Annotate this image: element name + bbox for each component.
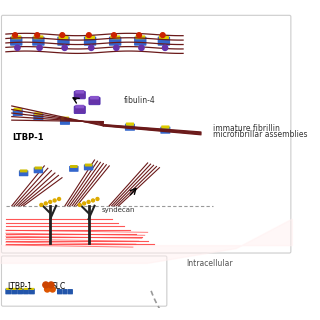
Circle shape xyxy=(137,33,141,37)
Circle shape xyxy=(44,287,50,292)
FancyBboxPatch shape xyxy=(90,96,99,100)
FancyBboxPatch shape xyxy=(70,165,78,168)
FancyBboxPatch shape xyxy=(158,36,170,46)
FancyBboxPatch shape xyxy=(11,288,17,294)
FancyBboxPatch shape xyxy=(61,116,69,120)
Circle shape xyxy=(163,45,168,51)
FancyBboxPatch shape xyxy=(33,113,44,120)
FancyBboxPatch shape xyxy=(85,164,92,166)
FancyBboxPatch shape xyxy=(34,167,43,173)
Circle shape xyxy=(53,199,56,202)
FancyBboxPatch shape xyxy=(32,36,44,46)
FancyBboxPatch shape xyxy=(60,118,70,125)
FancyBboxPatch shape xyxy=(17,288,23,294)
FancyBboxPatch shape xyxy=(85,36,95,39)
Circle shape xyxy=(13,33,17,37)
Circle shape xyxy=(83,202,86,205)
FancyBboxPatch shape xyxy=(13,108,22,111)
FancyBboxPatch shape xyxy=(74,91,85,99)
Circle shape xyxy=(96,197,99,200)
FancyBboxPatch shape xyxy=(62,289,68,294)
FancyBboxPatch shape xyxy=(2,15,291,253)
Circle shape xyxy=(62,45,67,51)
Circle shape xyxy=(92,199,94,202)
Circle shape xyxy=(40,204,43,206)
Circle shape xyxy=(44,202,47,205)
Circle shape xyxy=(37,45,42,51)
FancyBboxPatch shape xyxy=(33,36,44,39)
Circle shape xyxy=(43,282,49,288)
FancyBboxPatch shape xyxy=(68,289,73,294)
FancyBboxPatch shape xyxy=(34,112,43,116)
FancyBboxPatch shape xyxy=(23,288,29,294)
Circle shape xyxy=(89,45,94,51)
FancyBboxPatch shape xyxy=(29,288,35,294)
FancyBboxPatch shape xyxy=(134,36,147,46)
Text: fibulin-4: fibulin-4 xyxy=(124,96,156,106)
Circle shape xyxy=(114,45,119,51)
FancyBboxPatch shape xyxy=(109,36,121,46)
FancyBboxPatch shape xyxy=(18,288,22,290)
Text: LTBP-1: LTBP-1 xyxy=(12,133,44,142)
FancyBboxPatch shape xyxy=(75,90,84,93)
FancyBboxPatch shape xyxy=(89,97,100,105)
Circle shape xyxy=(78,204,81,206)
FancyBboxPatch shape xyxy=(24,288,28,290)
Circle shape xyxy=(112,33,116,37)
Circle shape xyxy=(49,200,52,204)
Text: LTBP-1: LTBP-1 xyxy=(7,283,32,292)
FancyBboxPatch shape xyxy=(125,124,135,131)
Circle shape xyxy=(35,33,40,37)
Text: SLC: SLC xyxy=(52,283,66,292)
Circle shape xyxy=(87,200,90,204)
FancyBboxPatch shape xyxy=(11,36,21,39)
FancyBboxPatch shape xyxy=(57,289,62,294)
FancyBboxPatch shape xyxy=(159,36,169,39)
FancyBboxPatch shape xyxy=(126,123,134,126)
FancyBboxPatch shape xyxy=(84,164,93,170)
FancyBboxPatch shape xyxy=(12,288,17,290)
FancyBboxPatch shape xyxy=(19,170,28,176)
FancyBboxPatch shape xyxy=(74,106,85,114)
Circle shape xyxy=(139,45,144,51)
FancyBboxPatch shape xyxy=(110,36,120,39)
FancyBboxPatch shape xyxy=(5,288,11,294)
FancyBboxPatch shape xyxy=(161,125,170,129)
FancyBboxPatch shape xyxy=(29,288,34,290)
FancyBboxPatch shape xyxy=(69,166,78,172)
FancyBboxPatch shape xyxy=(59,36,68,39)
Polygon shape xyxy=(0,219,292,263)
Circle shape xyxy=(60,33,65,37)
FancyBboxPatch shape xyxy=(20,170,28,172)
FancyBboxPatch shape xyxy=(57,36,70,46)
FancyBboxPatch shape xyxy=(160,127,170,134)
FancyBboxPatch shape xyxy=(135,36,145,39)
Text: Intracellular: Intracellular xyxy=(186,260,233,268)
Circle shape xyxy=(48,282,54,288)
FancyBboxPatch shape xyxy=(6,288,11,290)
FancyBboxPatch shape xyxy=(75,105,84,108)
FancyBboxPatch shape xyxy=(84,36,96,46)
Circle shape xyxy=(58,197,60,200)
FancyBboxPatch shape xyxy=(35,166,42,170)
FancyBboxPatch shape xyxy=(2,256,167,306)
Text: microfibrillar assemblies: microfibrillar assemblies xyxy=(212,131,307,140)
Text: immature fibrillin: immature fibrillin xyxy=(212,124,279,133)
Circle shape xyxy=(160,33,165,37)
Circle shape xyxy=(50,287,55,292)
Text: syndecan: syndecan xyxy=(102,207,135,213)
Circle shape xyxy=(15,45,20,51)
Circle shape xyxy=(86,33,91,37)
FancyBboxPatch shape xyxy=(10,36,22,46)
FancyBboxPatch shape xyxy=(13,109,23,116)
